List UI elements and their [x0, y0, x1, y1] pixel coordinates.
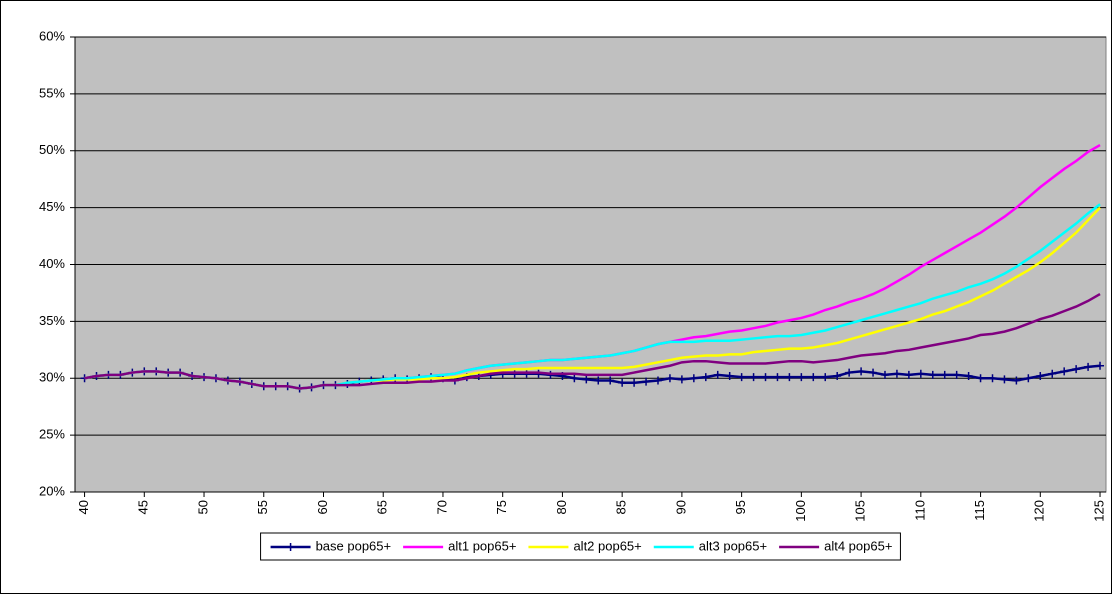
plot-area: 20% 25% 30% 35% 40% 45% 50% 55% 60% 40 45 50 55 60 65 7…: [39, 28, 1107, 522]
marker: [1012, 376, 1021, 385]
marker: [653, 376, 662, 385]
x-tick-label: 65: [375, 500, 390, 514]
marker: [570, 374, 579, 383]
legend-marker: [286, 543, 295, 551]
marker: [606, 376, 615, 385]
marker: [797, 373, 806, 382]
x-tick-label: 45: [136, 500, 151, 514]
marker: [1096, 361, 1105, 370]
x-tick-label: 80: [554, 500, 569, 514]
x-tick-label: 110: [912, 500, 927, 521]
x-tick-label: 50: [195, 500, 210, 514]
marker: [749, 373, 758, 382]
marker: [737, 373, 746, 382]
marker: [857, 367, 866, 376]
x-tick-label: 120: [1032, 500, 1047, 522]
marker: [916, 369, 925, 378]
marker: [582, 375, 591, 384]
marker: [630, 378, 639, 387]
x-tick-label: 90: [673, 500, 688, 514]
y-tick-label: 35%: [39, 313, 65, 328]
x-tick-label: 55: [255, 500, 270, 514]
marker: [952, 370, 961, 379]
x-tick-label: 85: [614, 500, 629, 514]
marker: [665, 374, 674, 383]
marker: [940, 370, 949, 379]
y-tick-label: 25%: [39, 427, 65, 442]
marker: [1024, 374, 1033, 383]
marker: [713, 370, 722, 379]
legend: base pop65+ alt1 pop65+ alt2 pop65+ alt3 po…: [260, 532, 901, 561]
marker: [892, 369, 901, 378]
legend-label: alt2 pop65+: [573, 538, 641, 553]
legend-label: base pop65+: [316, 538, 392, 553]
marker: [845, 368, 854, 377]
marker: [869, 368, 878, 377]
marker: [1000, 375, 1009, 384]
marker: [809, 373, 818, 382]
y-tick-label: 60%: [39, 28, 65, 43]
marker: [1060, 367, 1069, 376]
x-tick-label: 75: [494, 500, 509, 514]
marker: [988, 374, 997, 383]
legend-label: alt3 pop65+: [699, 538, 767, 553]
marker: [904, 370, 913, 379]
marker: [677, 375, 686, 384]
y-tick-label: 30%: [39, 370, 65, 385]
marker: [1036, 371, 1045, 380]
marker: [642, 377, 651, 386]
x-tick-label: 70: [434, 500, 449, 514]
marker: [1048, 369, 1057, 378]
marker: [689, 374, 698, 383]
x-tick-label: 60: [315, 500, 330, 514]
marker: [821, 373, 830, 382]
marker: [964, 371, 973, 380]
marker: [725, 371, 734, 380]
y-tick-label: 40%: [39, 256, 65, 271]
marker: [1072, 365, 1081, 374]
series-line: [84, 292, 1101, 390]
marker: [880, 370, 889, 379]
marker: [618, 378, 627, 387]
x-tick-label: 95: [733, 500, 748, 514]
x-tick-label: 115: [972, 500, 987, 521]
y-tick-label: 45%: [39, 199, 65, 214]
x-tick-label: 40: [76, 500, 91, 514]
marker: [594, 376, 603, 385]
marker: [785, 373, 794, 382]
x-tick-label: 100: [793, 500, 808, 522]
legend-label: alt1 pop65+: [448, 538, 516, 553]
marker: [976, 374, 985, 383]
x-tick-label: 125: [1091, 500, 1106, 522]
y-tick-label: 20%: [39, 483, 65, 498]
marker: [928, 370, 937, 379]
marker: [761, 373, 770, 382]
marker: [833, 371, 842, 380]
y-tick-label: 55%: [39, 85, 65, 100]
y-tick-label: 50%: [39, 142, 65, 157]
legend-label: alt4 pop65+: [824, 538, 892, 553]
x-tick-label: 105: [853, 500, 868, 522]
marker: [1084, 362, 1093, 371]
marker: [773, 373, 782, 382]
marker: [701, 373, 710, 382]
